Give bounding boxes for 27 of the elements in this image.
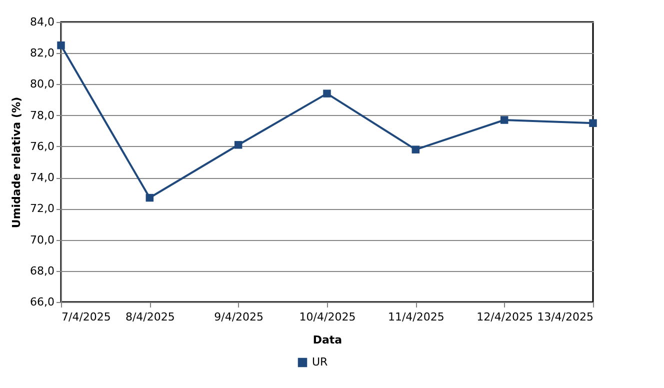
x-tick-label: 11/4/2025 (388, 310, 444, 324)
y-tick-label: 82,0 (30, 46, 54, 60)
y-axis-title: Umidade relativa (%) (10, 96, 24, 228)
point (234, 141, 242, 149)
legend-label: UR (312, 356, 328, 368)
x-tick-label: 8/4/2025 (125, 310, 175, 324)
x-tick-label: 12/4/2025 (476, 310, 534, 324)
y-tick-label: 70,0 (30, 233, 54, 246)
y-tick-label: 74,0 (30, 171, 54, 184)
point (589, 119, 597, 127)
y-tick-label: 76,0 (30, 140, 54, 153)
x-axis-title: Data (312, 334, 342, 346)
y-tick-label: 84,0 (30, 16, 54, 28)
y-tick-label: 80,0 (30, 78, 54, 91)
x-tick-label: 9/4/2025 (214, 310, 264, 324)
y-tick-label: 72,0 (30, 202, 54, 216)
point (500, 116, 508, 124)
x-tick-label: 13/4/2025 (537, 310, 594, 324)
point (323, 90, 331, 98)
point (57, 41, 65, 50)
x-tick-label: 7/4/2025 (62, 310, 111, 324)
x-tick-label: 10/4/2025 (299, 310, 356, 324)
y-tick-label: 66,0 (30, 296, 54, 308)
y-tick-label: 68,0 (30, 264, 54, 278)
point (146, 194, 154, 202)
point (412, 146, 420, 154)
y-tick-label: 78,0 (30, 108, 54, 122)
